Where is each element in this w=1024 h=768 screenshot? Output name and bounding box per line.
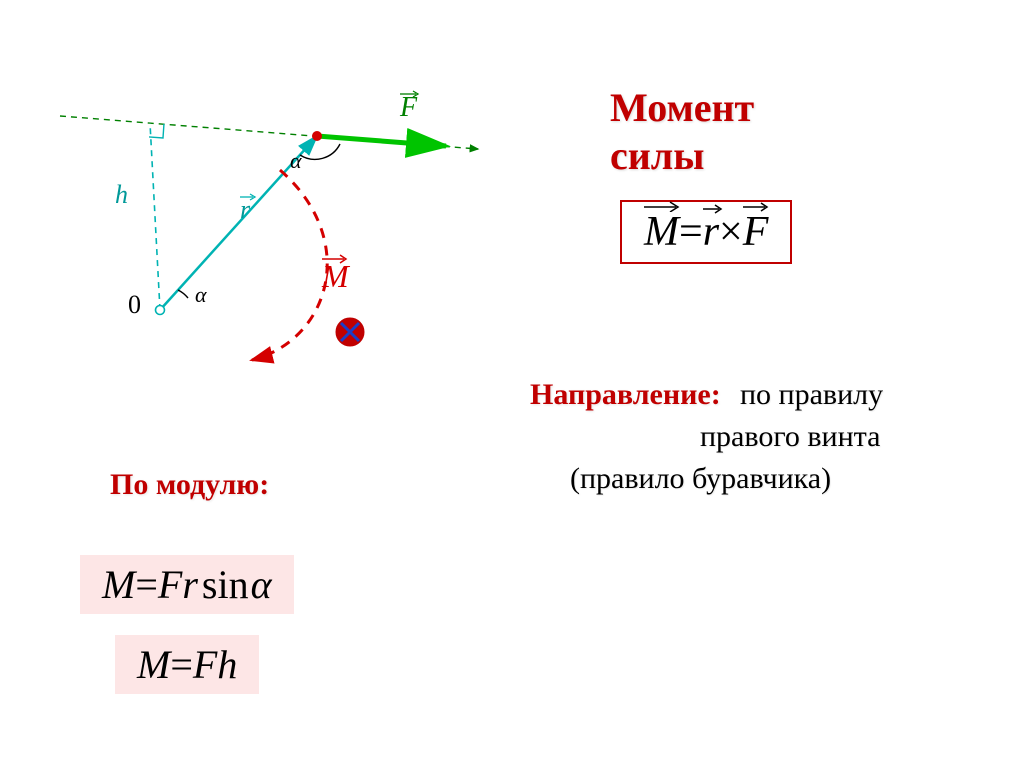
force-vector-F — [317, 136, 446, 146]
h-label: h — [115, 180, 128, 210]
lever-arm-h — [150, 123, 160, 310]
vector-arrow-icon — [399, 86, 421, 98]
rotation-curve — [252, 170, 327, 360]
f2-h: h — [217, 641, 237, 688]
formula-times: × — [719, 208, 743, 256]
right-angle-icon — [149, 123, 164, 138]
direction-text-3: (правило буравчика) — [570, 462, 831, 496]
f1-F: F — [158, 561, 182, 608]
f1-eq: = — [135, 561, 158, 608]
origin-point — [156, 306, 165, 315]
direction-label: Направление: — [530, 378, 721, 412]
application-point — [312, 131, 322, 141]
formula-M: M — [644, 208, 679, 256]
into-page-icon — [336, 318, 364, 346]
title-line2: силы — [610, 133, 704, 178]
direction-text-2: правого винта — [700, 420, 880, 454]
formula-r: r — [703, 208, 719, 256]
f1-r: r — [182, 561, 198, 608]
alpha-tip-label: α — [290, 148, 302, 174]
f2-eq: = — [170, 641, 193, 688]
formula-modulus-1: M = F r sin α — [80, 555, 294, 614]
vector-arrow-icon — [741, 198, 771, 212]
vector-arrow-icon — [320, 250, 350, 264]
vector-arrow-icon — [701, 200, 725, 214]
vector-arrow-icon — [239, 189, 257, 201]
origin-label: 0 — [128, 290, 141, 320]
f2-M: M — [137, 641, 170, 688]
f1-M: M — [102, 561, 135, 608]
r-label: r — [240, 195, 250, 225]
alpha-angle-tip — [300, 144, 340, 159]
f2-F: F — [193, 641, 217, 688]
title-line1: Момент — [610, 85, 754, 130]
alpha-origin-label: α — [195, 282, 207, 308]
f1-sin: sin — [202, 561, 249, 608]
main-formula-box: M = r × F — [620, 200, 792, 264]
F-label: F — [400, 92, 417, 124]
modulus-label: По модулю: — [110, 468, 269, 502]
formula-F: F — [743, 208, 769, 256]
f1-alpha: α — [251, 561, 272, 608]
direction-text-1: по правилу — [740, 378, 883, 412]
vector-arrow-icon — [642, 198, 682, 212]
moment-diagram — [20, 40, 520, 400]
formula-modulus-2: M = F h — [115, 635, 259, 694]
alpha-angle-origin — [178, 290, 188, 298]
M-label: M — [322, 258, 349, 295]
formula-eq: = — [679, 208, 703, 256]
page-title: Момент силы — [610, 84, 754, 180]
